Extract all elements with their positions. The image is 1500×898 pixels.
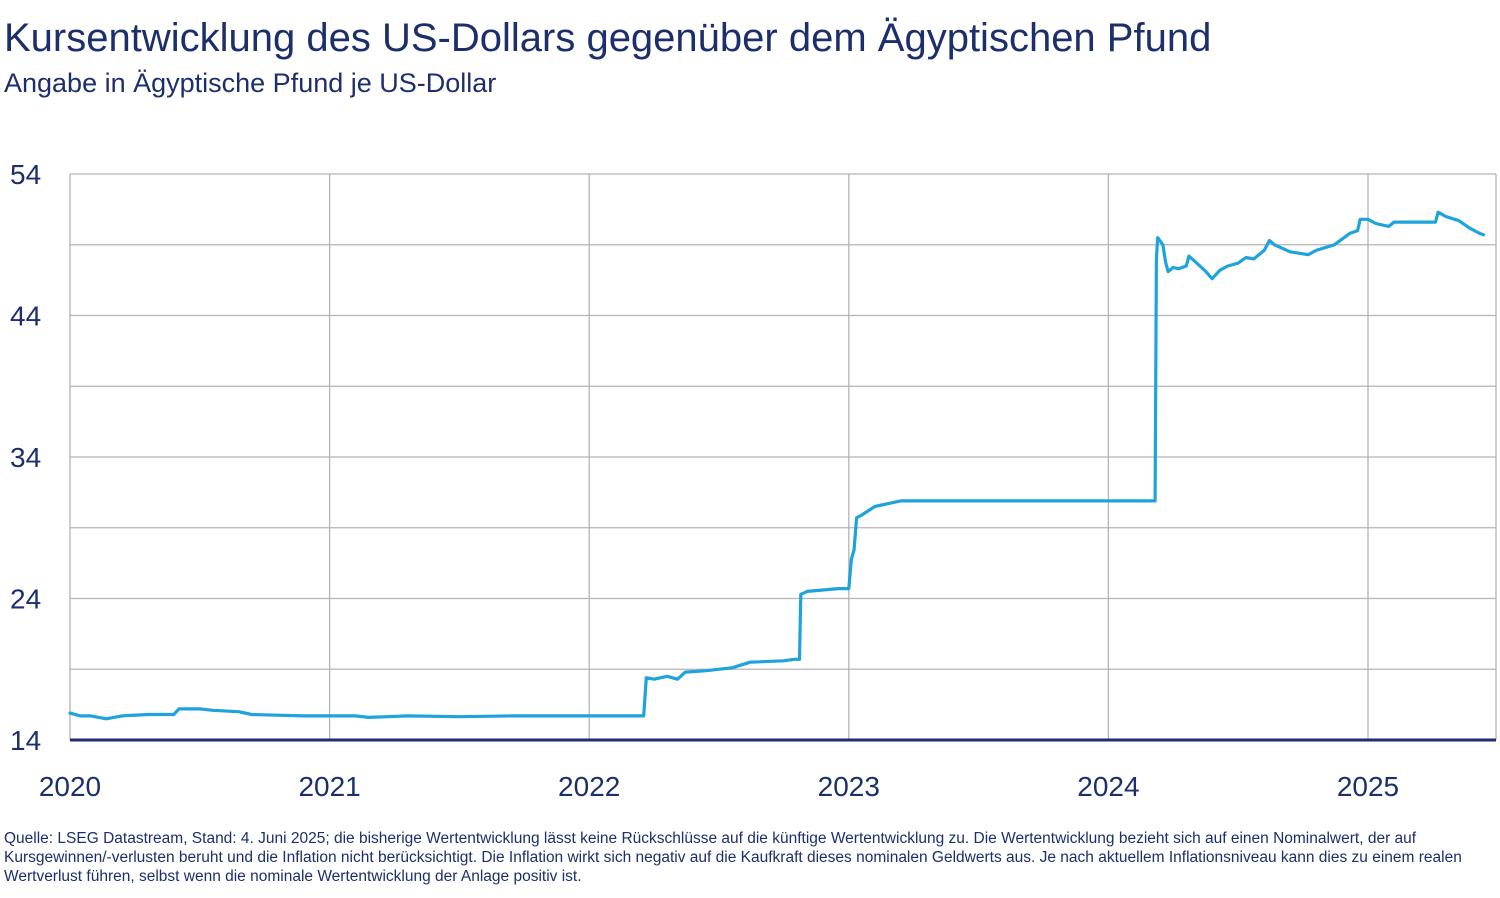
x-tick-label: 2025 <box>1337 771 1399 802</box>
x-tick-label: 2024 <box>1077 771 1139 802</box>
source-footnote: Quelle: LSEG Datastream, Stand: 4. Juni … <box>4 830 1462 885</box>
x-tick-label: 2021 <box>298 771 360 802</box>
y-tick-label: 14 <box>10 725 41 756</box>
line-chart: 14 24 34 44 54 2020 2021 2022 2023 2024 2025 <box>10 159 1497 802</box>
y-tick-label: 54 <box>10 159 41 190</box>
y-tick-label: 34 <box>10 442 41 473</box>
chart-gridlines <box>69 173 1497 740</box>
x-axis-tick-labels: 2020 2021 2022 2023 2024 2025 <box>39 771 1399 802</box>
x-tick-label: 2022 <box>558 771 620 802</box>
y-axis-tick-labels: 14 24 34 44 54 <box>10 159 41 756</box>
y-tick-label: 24 <box>10 584 41 615</box>
x-tick-label: 2023 <box>818 771 880 802</box>
x-tick-label: 2020 <box>39 771 101 802</box>
chart-subtitle: Angabe in Ägyptische Pfund je US-Dollar <box>4 68 497 98</box>
y-tick-label: 44 <box>10 301 41 332</box>
series-line-usd-egp <box>68 210 1486 721</box>
chart-title: Kursentwicklung des US-Dollars gegenüber… <box>4 16 1212 60</box>
